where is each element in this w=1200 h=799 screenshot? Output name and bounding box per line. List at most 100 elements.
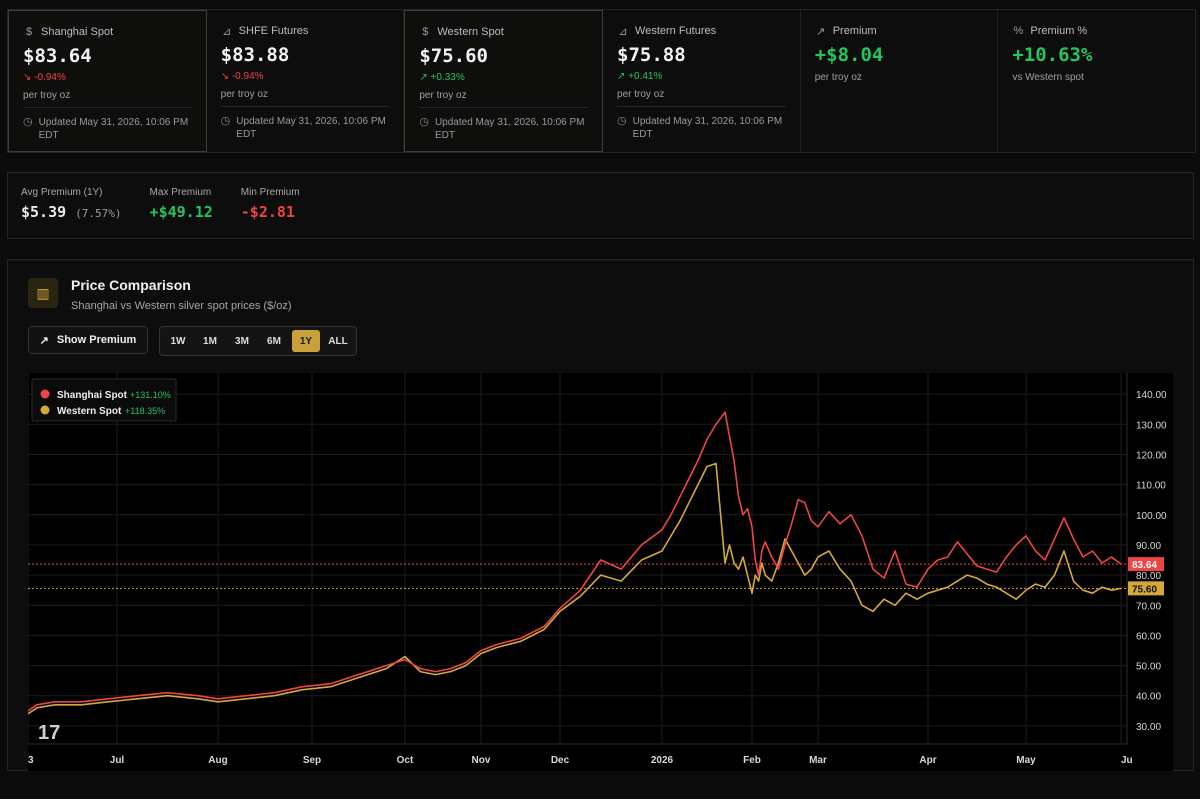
trend-up-icon: ↗	[419, 72, 428, 83]
card-premium[interactable]: ↗ Premium +$8.04 per troy oz	[801, 10, 999, 152]
show-premium-button[interactable]: ↗ Show Premium	[28, 326, 148, 354]
card-western-spot[interactable]: $ Western Spot $75.60 ↗ +0.33% per troy o…	[404, 10, 604, 152]
card-shfe-futures[interactable]: ⊿ SHFE Futures $83.88 ↘ -0.94% per troy o…	[207, 10, 405, 152]
x-tick-label: May	[1016, 755, 1036, 766]
x-tick-label: 3	[28, 755, 34, 766]
range-all[interactable]: ALL	[328, 335, 348, 347]
card-title: Premium	[832, 25, 877, 37]
card-value: $75.88	[617, 44, 686, 66]
legend-label-western: Western Spot	[57, 406, 122, 417]
x-tick-label: Sep	[303, 755, 321, 766]
dollar-icon: $	[422, 26, 429, 38]
card-unit: per troy oz	[220, 89, 268, 100]
card-unit: per troy oz	[23, 90, 71, 101]
card-change: ↗ +0.41%	[617, 71, 663, 82]
legend-change-shanghai: +131.10%	[130, 390, 171, 400]
y-tick-label: 110.00	[1136, 481, 1166, 492]
card-change: ↘ -0.94%	[220, 71, 264, 82]
trending-up-icon: ↗	[39, 334, 49, 347]
trend-up-icon: ↗	[617, 71, 626, 82]
card-title: SHFE Futures	[238, 25, 309, 37]
x-tick-label: Apr	[919, 755, 936, 766]
panel-title: Price Comparison	[71, 277, 191, 293]
card-value: +10.63%	[1012, 44, 1093, 66]
last-price-label: 75.60	[1132, 584, 1157, 595]
card-title: Shanghai Spot	[41, 26, 114, 38]
stat-label: Min Premium	[240, 187, 300, 198]
range-1m[interactable]: 1M	[203, 335, 217, 347]
chart-background	[28, 373, 1173, 771]
series-lines	[27, 411, 1122, 715]
card-title: Western Futures	[635, 25, 717, 37]
series-line-western	[27, 462, 1122, 715]
y-tick-label: 60.00	[1136, 631, 1161, 642]
y-tick-label: 90.00	[1136, 541, 1161, 552]
last-price-lines	[28, 563, 1127, 589]
chart-line-icon: ⊿	[618, 25, 628, 38]
card-unit: per troy oz	[617, 89, 665, 100]
range-1y[interactable]: 1Y	[292, 330, 320, 352]
card-title: Western Spot	[437, 26, 504, 38]
card-shanghai-spot[interactable]: $ Shanghai Spot $83.64 ↘ -0.94% per troy …	[8, 10, 207, 152]
range-3m[interactable]: 3M	[235, 335, 249, 347]
time-range-selector: 1W 1M 3M 6M 1Y ALL	[159, 326, 357, 356]
trending-up-icon: ↗	[816, 25, 826, 38]
summary-cards: $ Shanghai Spot $83.64 ↘ -0.94% per troy …	[7, 9, 1196, 153]
premium-stats: Avg Premium (1Y) $5.39 (7.57%) Max Premi…	[7, 172, 1194, 239]
card-unit: per troy oz	[419, 90, 467, 101]
x-tick-label: Mar	[809, 755, 827, 766]
x-tick-label: Oct	[397, 755, 414, 766]
last-price-tag	[1128, 581, 1164, 596]
y-tick-label: 80.00	[1136, 571, 1161, 582]
series-line-shanghai	[27, 411, 1122, 712]
stat-max-premium: Max Premium +$49.12	[150, 187, 213, 224]
card-value: $75.60	[419, 45, 488, 67]
legend-box	[31, 378, 177, 422]
card-title: Premium %	[1030, 25, 1088, 37]
card-western-futures[interactable]: ⊿ Western Futures $75.88 ↗ +0.41% per tro…	[603, 10, 801, 152]
card-premium-percent[interactable]: % Premium % +10.63% vs Western spot	[998, 10, 1195, 152]
y-tick-label: 100.00	[1136, 511, 1167, 522]
y-tick-label: 130.00	[1136, 420, 1167, 431]
dollar-icon: $	[25, 26, 33, 38]
y-axis: 140.00 130.00 120.00 110.00 100.00 90.00 80.00…	[1126, 373, 1167, 744]
legend: Shanghai Spot +131.10% Western Spot +118…	[31, 378, 177, 422]
card-value: +$8.04	[814, 44, 884, 66]
panel-subtitle: Shanghai vs Western silver spot prices (…	[71, 300, 292, 312]
x-tick-label: Ju	[1121, 755, 1133, 766]
stat-value: +$49.12	[149, 203, 213, 221]
legend-dot-western	[40, 405, 50, 415]
stat-value: -$2.81	[240, 203, 295, 221]
legend-dot-shanghai	[40, 389, 50, 399]
x-tick-label: Dec	[551, 755, 570, 766]
range-6m[interactable]: 6M	[267, 335, 281, 347]
range-1w[interactable]: 1W	[170, 335, 186, 347]
clock-icon: ◷	[617, 115, 627, 127]
y-tick-label: 140.00	[1136, 390, 1167, 401]
clock-icon: ◷	[23, 116, 33, 128]
stat-percent: (7.57%)	[75, 207, 122, 220]
x-tick-label: Nov	[472, 755, 491, 766]
x-tick-label: Feb	[743, 755, 761, 766]
card-change: ↗ +0.33%	[419, 72, 465, 83]
stat-value: $5.39 (7.57%)	[21, 203, 122, 221]
card-updated: ◷ Updated May 31, 2026, 10:06 PM EDT	[220, 106, 390, 141]
x-axis: 3 Jul Aug Sep Oct Nov Dec 2026 Feb Mar Apr May Ju	[28, 743, 1133, 766]
x-tick-label: 2026	[651, 755, 674, 766]
y-tick-label: 50.00	[1136, 662, 1161, 673]
stat-label: Max Premium	[149, 187, 212, 198]
stat-min-premium: Min Premium -$2.81	[241, 187, 300, 224]
y-tick-label: 70.00	[1136, 601, 1161, 612]
chart-svg[interactable]: 140.00 130.00 120.00 110.00 100.00 90.00 80.00…	[27, 373, 1173, 771]
card-updated: ◷ Updated May 31, 2026, 10:06 PM EDT	[23, 107, 192, 142]
price-chart[interactable]: 140.00 130.00 120.00 110.00 100.00 90.00 80.00…	[27, 373, 1173, 776]
trend-down-icon: ↘	[220, 71, 230, 82]
stat-label: Avg Premium (1Y)	[21, 187, 103, 198]
bar-chart-icon: ▥	[28, 278, 58, 308]
clock-icon: ◷	[419, 116, 429, 128]
tradingview-logo: 17	[38, 722, 60, 744]
clock-icon: ◷	[220, 115, 231, 127]
legend-label-shanghai: Shanghai Spot	[57, 390, 128, 401]
chart-line-icon: ⊿	[222, 25, 232, 38]
x-tick-label: Aug	[208, 755, 227, 766]
